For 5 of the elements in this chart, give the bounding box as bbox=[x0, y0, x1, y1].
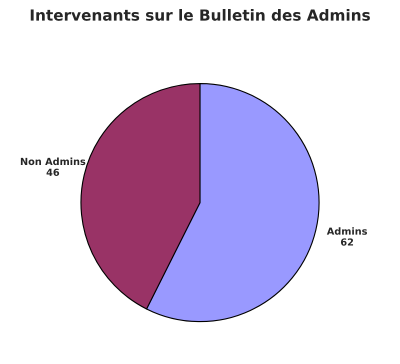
slice-label: Admins bbox=[326, 227, 367, 235]
data-label: 46 bbox=[46, 168, 60, 176]
slice-label: Non Admins bbox=[20, 158, 86, 166]
data-label: 62 bbox=[340, 238, 354, 246]
chart-title: Intervenants sur le Bulletin des Admins bbox=[30, 8, 370, 21]
